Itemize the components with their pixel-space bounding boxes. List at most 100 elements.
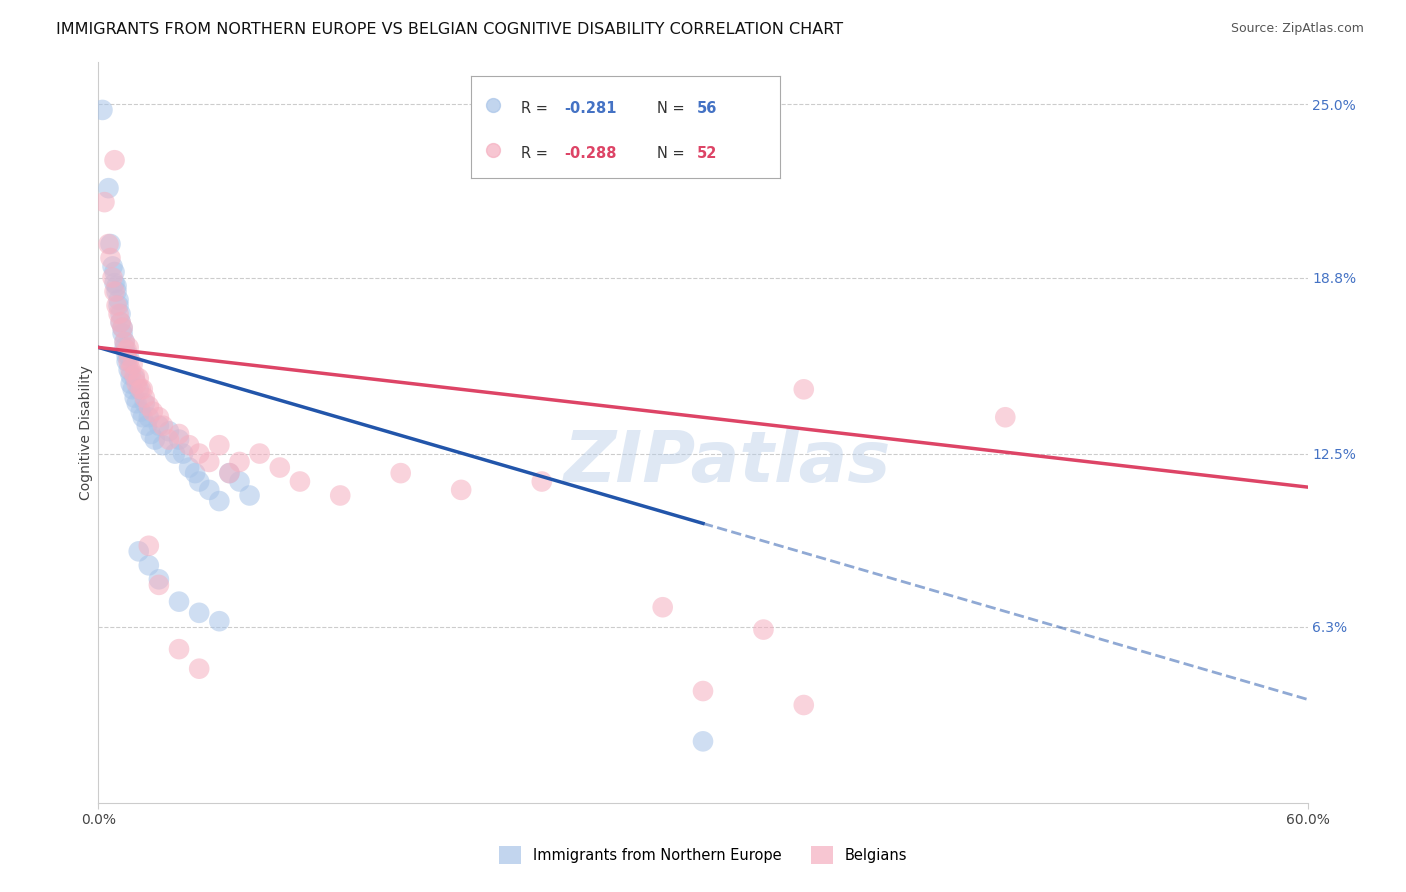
Point xyxy=(163,446,186,460)
Point xyxy=(105,279,128,293)
Point xyxy=(91,103,114,117)
Point xyxy=(208,438,231,452)
Point xyxy=(134,391,156,405)
Point xyxy=(103,153,125,168)
Point xyxy=(157,424,180,438)
Point xyxy=(114,340,136,354)
Point xyxy=(208,494,231,508)
Text: -0.281: -0.281 xyxy=(564,101,616,116)
Point xyxy=(148,410,170,425)
Point xyxy=(167,427,190,442)
Point xyxy=(188,662,211,676)
Point xyxy=(100,251,122,265)
Point xyxy=(129,405,152,419)
Point xyxy=(111,321,134,335)
Point xyxy=(530,475,553,489)
Text: N =: N = xyxy=(657,146,689,161)
Y-axis label: Cognitive Disability: Cognitive Disability xyxy=(79,365,93,500)
Point xyxy=(157,433,180,447)
Point xyxy=(692,734,714,748)
Point xyxy=(143,433,166,447)
Point xyxy=(103,276,125,290)
Point xyxy=(239,488,262,502)
Point xyxy=(120,376,142,391)
Point xyxy=(172,446,194,460)
Point xyxy=(148,578,170,592)
Point xyxy=(450,483,472,497)
Text: R =: R = xyxy=(520,101,553,116)
Point xyxy=(128,371,150,385)
Text: -0.288: -0.288 xyxy=(564,146,616,161)
Point xyxy=(132,382,155,396)
Point xyxy=(121,382,143,396)
Point xyxy=(129,382,152,396)
Point xyxy=(115,343,138,358)
Point xyxy=(228,455,250,469)
Point xyxy=(114,334,136,349)
Point xyxy=(389,466,412,480)
Point xyxy=(114,334,136,349)
Point xyxy=(218,466,240,480)
Point xyxy=(994,410,1017,425)
Point xyxy=(198,483,221,497)
Point xyxy=(218,466,240,480)
Point xyxy=(167,642,190,657)
Point xyxy=(115,354,138,368)
Point xyxy=(148,418,170,433)
Point xyxy=(167,433,190,447)
Point xyxy=(118,363,141,377)
Point xyxy=(269,460,291,475)
Point xyxy=(118,349,141,363)
Point xyxy=(110,315,132,329)
Point xyxy=(142,405,165,419)
Point xyxy=(481,97,503,112)
Point xyxy=(97,237,120,252)
Point xyxy=(132,410,155,425)
Point xyxy=(134,396,156,410)
Point xyxy=(107,293,129,307)
Point xyxy=(481,143,503,157)
Point xyxy=(103,285,125,299)
Point xyxy=(167,594,190,608)
Point xyxy=(124,368,146,383)
Point xyxy=(188,446,211,460)
Point xyxy=(100,237,122,252)
Point xyxy=(103,265,125,279)
Point xyxy=(793,698,815,712)
Point xyxy=(124,391,146,405)
Point xyxy=(111,326,134,341)
Point xyxy=(120,363,142,377)
Point xyxy=(118,354,141,368)
Point xyxy=(105,285,128,299)
Text: ZIPatlas: ZIPatlas xyxy=(564,428,891,497)
Point xyxy=(288,475,311,489)
Point xyxy=(111,321,134,335)
Text: 52: 52 xyxy=(697,146,717,161)
Point xyxy=(101,260,124,274)
Point xyxy=(110,315,132,329)
Text: IMMIGRANTS FROM NORTHERN EUROPE VS BELGIAN COGNITIVE DISABILITY CORRELATION CHAR: IMMIGRANTS FROM NORTHERN EUROPE VS BELGI… xyxy=(56,22,844,37)
Point xyxy=(138,558,160,573)
Point xyxy=(793,382,815,396)
Point xyxy=(125,376,148,391)
Point xyxy=(148,572,170,586)
Point xyxy=(120,368,142,383)
Point xyxy=(152,438,174,452)
Point xyxy=(139,427,162,442)
Point xyxy=(651,600,673,615)
Point xyxy=(752,623,775,637)
Point xyxy=(179,438,201,452)
Text: R =: R = xyxy=(520,146,553,161)
Point xyxy=(118,340,141,354)
Point xyxy=(121,357,143,371)
Point xyxy=(152,418,174,433)
Point xyxy=(249,446,271,460)
Point xyxy=(188,475,211,489)
Point xyxy=(198,455,221,469)
Point xyxy=(128,544,150,558)
Point xyxy=(115,349,138,363)
Text: N =: N = xyxy=(657,101,689,116)
Point xyxy=(138,399,160,413)
Point xyxy=(101,270,124,285)
Point xyxy=(228,475,250,489)
